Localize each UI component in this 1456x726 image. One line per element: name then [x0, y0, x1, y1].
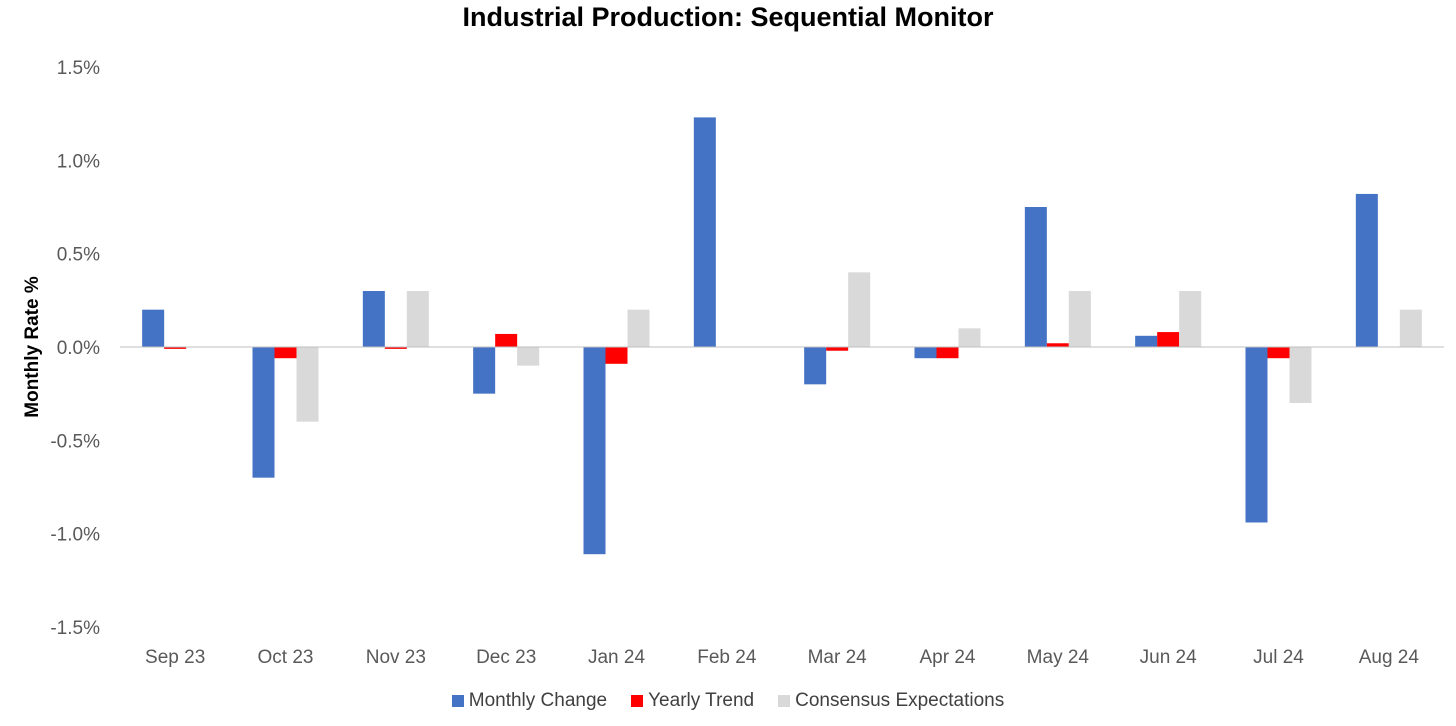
- bar-consensus-expectations: [1179, 291, 1202, 347]
- bar-monthly-change: [1024, 207, 1047, 347]
- bar-consensus-expectations: [517, 347, 540, 366]
- legend-label: Monthly Change: [468, 690, 608, 711]
- bar-monthly-change: [1245, 347, 1268, 523]
- x-tick-label: Feb 24: [697, 647, 757, 668]
- bar-consensus-expectations: [1068, 291, 1091, 347]
- legend-swatch: [631, 695, 644, 707]
- bar-consensus-expectations: [958, 328, 981, 347]
- legend-label: Consensus Expectations: [795, 690, 1005, 711]
- legend-label: Yearly Trend: [648, 690, 755, 711]
- bar-consensus-expectations: [848, 272, 871, 347]
- bar-yearly-trend: [495, 333, 518, 347]
- bar-yearly-trend: [826, 347, 849, 351]
- bar-consensus-expectations: [1399, 309, 1422, 347]
- bar-yearly-trend: [164, 347, 187, 349]
- y-tick-label: -1.0%: [50, 525, 100, 546]
- x-tick-label: Sep 23: [145, 647, 205, 668]
- bar-monthly-change: [473, 347, 496, 394]
- y-tick-label: -1.5%: [50, 618, 100, 639]
- x-tick-label: Aug 24: [1359, 647, 1420, 668]
- x-tick-label: Dec 23: [476, 647, 536, 668]
- x-tick-label: May 24: [1027, 647, 1090, 668]
- x-tick-label: Oct 23: [258, 647, 314, 668]
- legend-item: Yearly Trend: [631, 690, 754, 712]
- bar-yearly-trend: [1157, 332, 1180, 347]
- y-tick-label: -0.5%: [50, 431, 100, 452]
- x-tick-label: Mar 24: [808, 647, 868, 668]
- bar-consensus-expectations: [627, 309, 650, 347]
- bar-monthly-change: [583, 347, 606, 555]
- legend-swatch: [778, 695, 791, 707]
- legend-item: Consensus Expectations: [778, 690, 1004, 712]
- x-tick-label: Jan 24: [588, 647, 645, 668]
- bar-monthly-change: [804, 347, 827, 385]
- y-tick-label: 0.0%: [57, 338, 100, 359]
- bar-yearly-trend: [936, 347, 959, 359]
- legend: Monthly Change Yearly Trend Consensus Expe…: [0, 690, 1456, 712]
- bar-consensus-expectations: [296, 347, 319, 422]
- bar-consensus-expectations: [1289, 347, 1312, 403]
- legend-swatch: [451, 695, 464, 707]
- bar-monthly-change: [362, 291, 385, 347]
- x-tick-label: Apr 24: [920, 647, 976, 668]
- x-tick-label: Jul 24: [1253, 647, 1304, 668]
- bar-monthly-change: [914, 347, 937, 359]
- y-tick-label: 1.5%: [57, 58, 100, 79]
- x-tick-label: Nov 23: [366, 647, 426, 668]
- bar-monthly-change: [1355, 193, 1378, 347]
- y-tick-label: 0.5%: [57, 245, 100, 266]
- bar-yearly-trend: [1267, 347, 1290, 359]
- bar-monthly-change: [142, 309, 165, 347]
- bar-yearly-trend: [384, 347, 407, 349]
- bar-yearly-trend: [274, 347, 297, 359]
- chart-title: Industrial Production: Sequential Monito…: [462, 2, 994, 32]
- bar-yearly-trend: [1046, 343, 1069, 347]
- bar-yearly-trend: [605, 347, 628, 364]
- y-tick-label: 1.0%: [57, 151, 100, 172]
- x-tick-label: Jun 24: [1140, 647, 1197, 668]
- bar-consensus-expectations: [406, 291, 429, 347]
- bar-monthly-change: [693, 117, 716, 348]
- bar-monthly-change: [1135, 335, 1158, 347]
- bar-monthly-change: [252, 347, 275, 478]
- legend-item: Monthly Change: [451, 690, 608, 712]
